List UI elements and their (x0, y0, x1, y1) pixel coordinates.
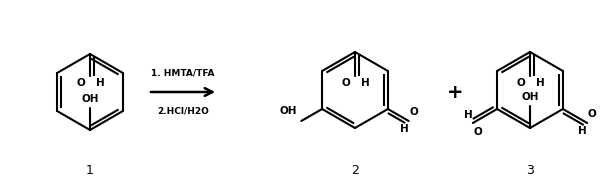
Text: 2: 2 (351, 164, 359, 176)
Text: O: O (588, 109, 596, 119)
Text: 1. HMTA/TFA: 1. HMTA/TFA (151, 69, 215, 78)
Text: H: H (361, 78, 370, 88)
Text: O: O (517, 78, 526, 88)
Text: H: H (464, 110, 473, 120)
Text: OH: OH (280, 106, 298, 116)
Text: +: + (447, 83, 463, 102)
Text: 3: 3 (526, 164, 534, 176)
Text: H: H (95, 78, 104, 88)
Text: 1: 1 (86, 164, 94, 176)
Text: 2.HCl/H2O: 2.HCl/H2O (157, 106, 209, 115)
Text: H: H (536, 78, 544, 88)
Text: H: H (400, 124, 409, 134)
Text: H: H (578, 126, 587, 136)
Text: O: O (77, 78, 85, 88)
Text: OH: OH (81, 94, 99, 104)
Text: OH: OH (521, 92, 539, 102)
Text: O: O (341, 78, 350, 88)
Text: O: O (473, 127, 482, 137)
Text: O: O (409, 107, 418, 117)
